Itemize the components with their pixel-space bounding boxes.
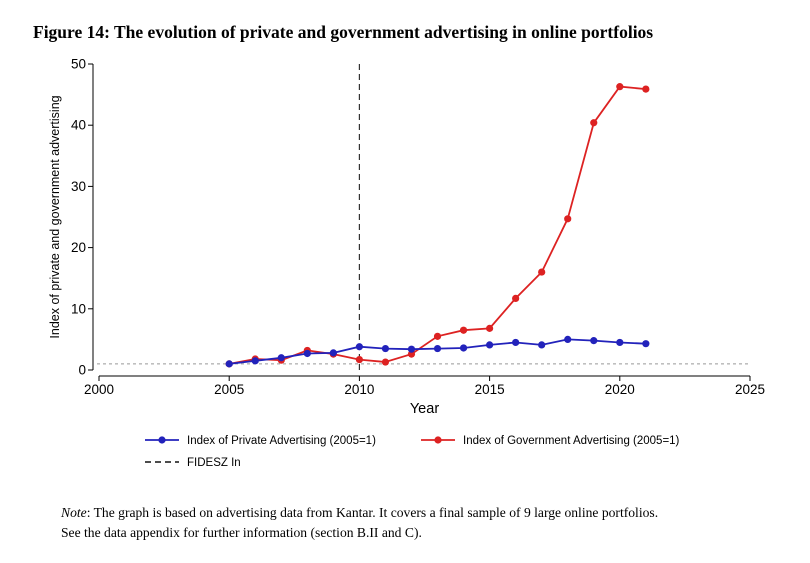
x-tick-label-2005: 2005 [214,382,244,397]
legend-label-fidesz: FIDESZ In [187,457,241,469]
point-private-2012 [407,345,416,353]
legend-marker-government [434,436,442,444]
y-tick-label-30: 30 [71,179,86,194]
legend-label-private: Index of Private Advertising (2005=1) [187,435,376,447]
series-line-government [229,85,646,365]
point-private-2016 [512,338,520,347]
note-label: Note [61,505,87,520]
y-tick-label-20: 20 [71,240,86,255]
reference-lines [97,64,750,370]
x-tick-label-2015: 2015 [475,382,505,397]
y-axis-title: Index of private and government advertis… [48,95,62,338]
axes: 2000 2005 2010 2015 2020 2025 Year 0 10 20 30 40 50 I… [48,57,765,418]
point-private-2013 [433,344,442,353]
point-government-2015 [486,324,494,332]
x-tick-label-2025: 2025 [735,382,765,397]
point-private-2020 [616,338,624,347]
point-private-2010 [355,343,363,351]
x-tick-label-2000: 2000 [84,382,114,397]
x-axis-title: Year [410,401,439,417]
point-government-2018 [564,215,572,223]
point-private-2008 [303,349,311,358]
note-text-2: See the data appendix for further inform… [61,525,422,540]
x-tick-label-2010: 2010 [344,382,374,397]
figure-note: Note: The graph is based on advertising … [61,503,781,543]
point-government-2011 [381,358,390,366]
point-private-2007 [277,354,285,362]
point-government-2020 [616,83,624,91]
point-government-2021 [642,85,650,93]
note-text: : The graph is based on advertising data… [86,505,659,520]
point-private-2011 [381,344,390,353]
y-tick-label-50: 50 [71,57,86,72]
point-private-2006 [251,357,259,365]
point-private-2021 [642,340,650,348]
point-government-2014 [459,326,468,334]
point-government-2010 [355,355,363,364]
line-chart: 2000 2005 2010 2015 2020 2025 Year 0 10 20 30 40 50 I… [48,57,765,470]
point-private-2015 [486,341,494,349]
y-tick-label-40: 40 [71,118,86,133]
y-tick-label-10: 10 [71,301,86,316]
point-private-2019 [590,337,598,345]
point-private-2009 [329,349,337,357]
point-private-2017 [538,341,546,349]
point-private-2014 [459,344,468,352]
legend: Index of Private Advertising (2005=1) Ind… [145,435,680,469]
legend-label-government: Index of Government Advertising (2005=1) [463,435,680,447]
point-private-2018 [564,335,572,343]
series-lines [225,83,650,368]
figure-title: Figure 14: The evolution of private and … [33,22,654,42]
point-private-2005 [225,360,233,368]
point-government-2017 [538,268,546,276]
y-tick-label-0: 0 [78,363,86,378]
point-government-2019 [590,119,598,127]
x-tick-label-2020: 2020 [605,382,635,397]
point-government-2013 [433,332,442,340]
legend-marker-private [158,436,166,444]
point-government-2016 [512,294,520,302]
